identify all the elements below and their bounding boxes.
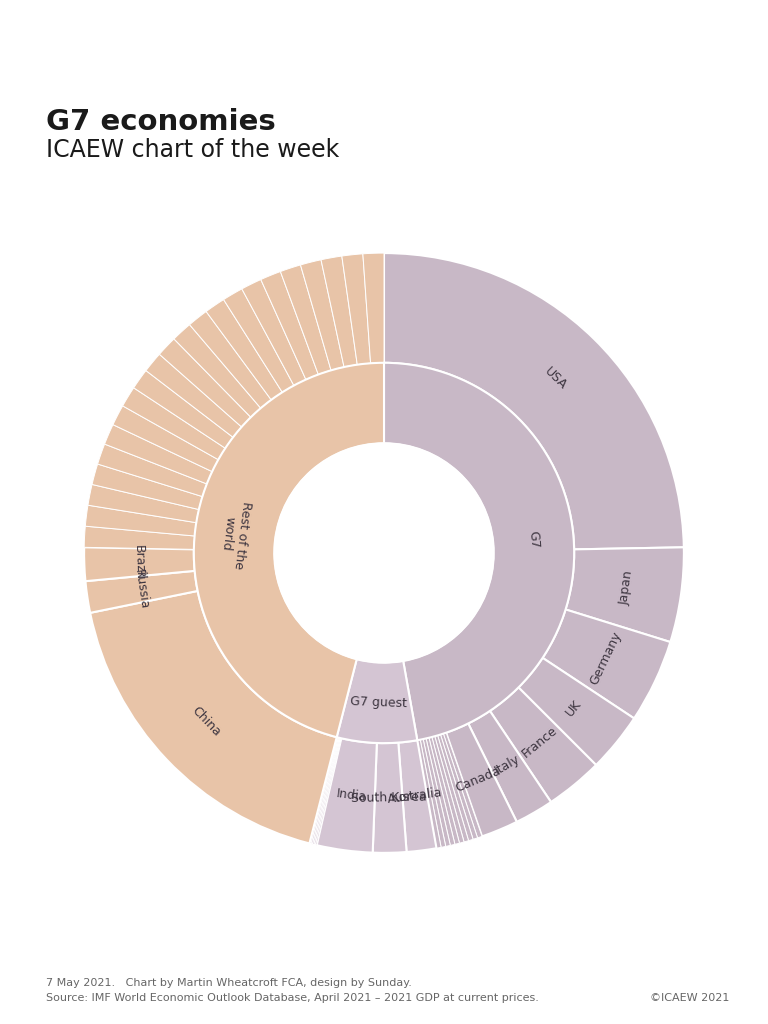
Wedge shape <box>417 739 441 848</box>
Wedge shape <box>92 464 203 510</box>
Wedge shape <box>194 362 384 737</box>
Wedge shape <box>88 484 199 522</box>
Wedge shape <box>98 444 207 497</box>
Wedge shape <box>261 271 318 380</box>
Wedge shape <box>490 687 596 802</box>
Text: Russia: Russia <box>132 568 151 610</box>
Wedge shape <box>311 737 339 844</box>
Wedge shape <box>85 505 197 536</box>
Wedge shape <box>435 735 468 842</box>
Wedge shape <box>310 737 338 844</box>
Wedge shape <box>316 738 341 845</box>
Text: Australia: Australia <box>386 786 443 806</box>
Wedge shape <box>420 739 445 847</box>
Text: Rest of the
world: Rest of the world <box>217 499 253 569</box>
Text: USA: USA <box>542 365 569 392</box>
Wedge shape <box>134 371 233 449</box>
Wedge shape <box>441 733 478 840</box>
Text: G7 guest: G7 guest <box>349 695 407 711</box>
Wedge shape <box>518 657 634 765</box>
Wedge shape <box>113 406 218 472</box>
Wedge shape <box>468 711 551 822</box>
Wedge shape <box>174 325 260 417</box>
Wedge shape <box>313 737 339 845</box>
Text: G7 economies: G7 economies <box>46 108 276 135</box>
Wedge shape <box>123 388 225 460</box>
Wedge shape <box>223 289 294 392</box>
Wedge shape <box>438 734 473 841</box>
Wedge shape <box>342 254 371 365</box>
Text: Source: IMF World Economic Outlook Database, April 2021 – 2021 GDP at current pr: Source: IMF World Economic Outlook Datab… <box>46 993 539 1004</box>
Wedge shape <box>84 547 194 582</box>
Wedge shape <box>423 738 450 847</box>
Text: 7 May 2021.   Chart by Martin Wheatcroft FCA, design by Sunday.: 7 May 2021. Chart by Martin Wheatcroft F… <box>46 978 412 988</box>
Wedge shape <box>565 547 684 642</box>
Wedge shape <box>146 354 242 437</box>
Wedge shape <box>362 253 384 364</box>
Text: China: China <box>190 705 223 739</box>
Wedge shape <box>206 300 283 399</box>
Wedge shape <box>384 253 684 549</box>
Wedge shape <box>336 659 417 743</box>
Wedge shape <box>90 591 336 844</box>
Wedge shape <box>446 724 517 837</box>
Wedge shape <box>300 260 344 371</box>
Wedge shape <box>426 737 455 846</box>
Wedge shape <box>384 362 574 740</box>
Wedge shape <box>429 737 459 845</box>
Wedge shape <box>242 280 306 385</box>
Wedge shape <box>321 256 357 367</box>
Wedge shape <box>543 609 670 719</box>
Text: Germany: Germany <box>588 629 624 687</box>
Wedge shape <box>316 738 377 853</box>
Text: Italy: Italy <box>492 753 521 777</box>
Wedge shape <box>190 311 271 409</box>
Wedge shape <box>160 339 251 427</box>
Wedge shape <box>314 738 340 845</box>
Wedge shape <box>84 526 194 549</box>
Circle shape <box>274 443 494 663</box>
Text: South Korea: South Korea <box>351 791 426 805</box>
Wedge shape <box>280 265 331 375</box>
Text: Brazil: Brazil <box>132 545 146 580</box>
Wedge shape <box>399 740 436 852</box>
Wedge shape <box>372 742 406 853</box>
Text: Canada: Canada <box>454 764 503 795</box>
Wedge shape <box>443 733 482 838</box>
Text: India: India <box>336 787 368 804</box>
Wedge shape <box>104 425 212 484</box>
Text: France: France <box>519 724 560 761</box>
Wedge shape <box>432 736 464 843</box>
Text: ICAEW chart of the week: ICAEW chart of the week <box>46 138 339 162</box>
Text: ©ICAEW 2021: ©ICAEW 2021 <box>650 993 730 1004</box>
Text: UK: UK <box>563 697 584 719</box>
Text: G7: G7 <box>526 530 541 549</box>
Text: Japan: Japan <box>617 569 635 605</box>
Wedge shape <box>85 570 197 612</box>
